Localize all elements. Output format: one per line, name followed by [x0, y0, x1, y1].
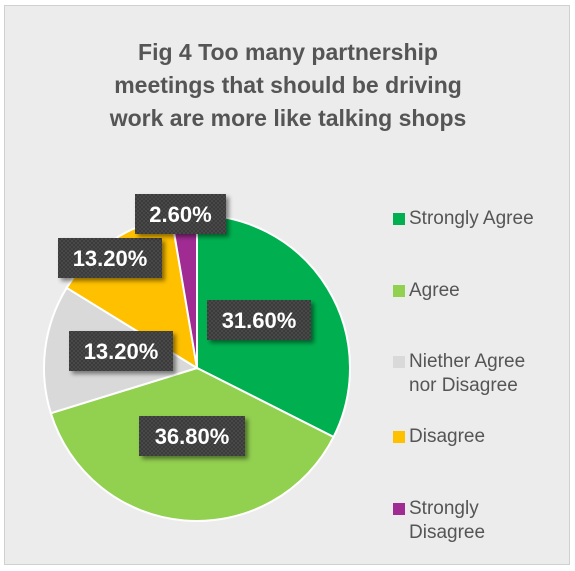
legend-label-neither-line-1: Niether Agree [409, 351, 526, 372]
data-label-box-agree [139, 416, 245, 456]
legend-swatch-neither [393, 356, 405, 368]
data-label-box-strongly-agree [207, 300, 311, 340]
legend-label-strongly-disagree-line-2: Disagree [409, 522, 486, 543]
legend-label-strongly-disagree-line-1: Strongly [409, 498, 479, 519]
pie-chart: 31.60%36.80%13.20%13.20%2.60% [43, 194, 351, 522]
chart-title-line-1: Fig 4 Too many partnership [138, 39, 438, 65]
legend-swatch-strongly-agree [393, 213, 405, 225]
chart-area: Fig 4 Too many partnership meetings that… [4, 5, 570, 565]
pie-data-labels: 31.60%36.80%13.20%13.20%2.60% [58, 194, 311, 456]
data-label-box-strongly-disagree [135, 194, 226, 234]
data-label-box-disagree [58, 238, 162, 278]
chart-title-line-3: work are more like talking shops [109, 105, 467, 131]
data-label-text-strongly-agree: 31.60% [222, 308, 297, 333]
legend-swatch-agree [393, 285, 405, 297]
data-label-text-neither: 13.20% [84, 339, 159, 364]
data-label-strongly-agree: 31.60% [207, 300, 311, 340]
data-label-text-agree: 36.80% [155, 424, 230, 449]
chart-title: Fig 4 Too many partnership meetings that… [5, 36, 571, 135]
data-label-neither: 13.20% [69, 331, 173, 371]
data-label-strongly-disagree: 2.60% [135, 194, 226, 234]
legend-label-disagree: Disagree [409, 426, 486, 447]
legend-label-agree: Agree [409, 280, 460, 301]
data-label-box-neither [69, 331, 173, 371]
legend-label-strongly-agree: Strongly Agree [409, 208, 534, 229]
data-label-text-disagree: 13.20% [73, 246, 148, 271]
legend-swatch-strongly-disagree [393, 503, 405, 515]
legend-label-neither-line-2: nor Disagree [409, 375, 518, 396]
data-label-agree: 36.80% [139, 416, 245, 456]
chart-title-line-2: meetings that should be driving [114, 72, 462, 98]
data-label-disagree: 13.20% [58, 238, 162, 278]
data-label-text-strongly-disagree: 2.60% [149, 202, 211, 227]
legend-swatch-disagree [393, 431, 405, 443]
